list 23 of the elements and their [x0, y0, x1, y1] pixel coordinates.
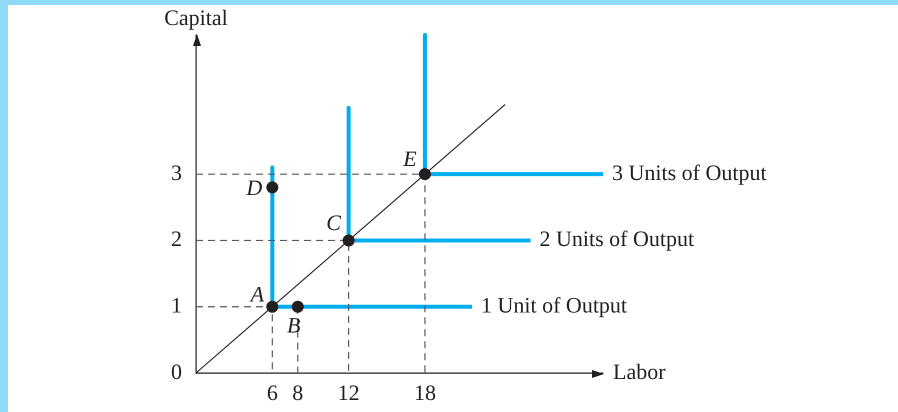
point: [292, 300, 304, 313]
annotation: E: [402, 146, 418, 171]
y-axis-title: Capital: [164, 4, 228, 30]
annotation: C: [326, 210, 342, 236]
y-tick-label: 1: [171, 292, 182, 318]
annotation: A: [248, 282, 265, 307]
point: [418, 168, 431, 180]
y-tick-label: 3: [171, 160, 182, 185]
point: [266, 300, 278, 313]
y-tick-label: 0: [171, 358, 182, 384]
annotation: B: [287, 312, 300, 338]
point: [266, 181, 278, 194]
x-tick-label: 6: [266, 380, 278, 405]
series-label: 1 Unit of Output: [480, 292, 628, 318]
annotation: D: [245, 175, 262, 200]
y-tick-label: 2: [171, 226, 182, 252]
series-label: 2 Units of Output: [540, 226, 694, 252]
series-label: 3 Units of Output: [612, 160, 767, 185]
point: [342, 234, 355, 246]
x-tick-label: 18: [414, 380, 436, 405]
x-tick-label: 8: [292, 380, 304, 405]
x-axis-title: Labor: [613, 358, 666, 384]
x-tick-label: 12: [338, 380, 360, 405]
